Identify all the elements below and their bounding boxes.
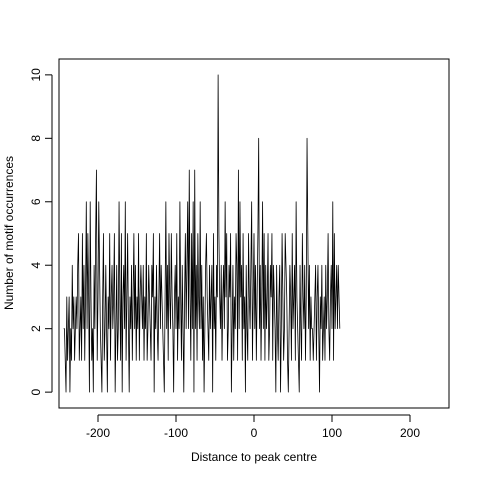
x-tick-label: 0 (251, 426, 258, 440)
y-tick-label: 4 (29, 262, 43, 269)
x-axis: -200 -100 0 100 200 (86, 414, 420, 440)
y-tick-label: 0 (29, 388, 43, 395)
x-tick-label: -200 (86, 426, 110, 440)
x-tick-label: -100 (164, 426, 188, 440)
y-tick-label: 8 (29, 135, 43, 142)
y-tick-label: 10 (29, 68, 43, 82)
y-axis-title: Number of motif occurrences (2, 156, 16, 310)
x-tick-label: 100 (322, 426, 342, 440)
y-tick-label: 2 (29, 325, 43, 332)
x-tick-label: 200 (400, 426, 420, 440)
series-group (63, 74, 341, 393)
x-axis-title: Distance to peak centre (191, 450, 317, 464)
series-line (63, 74, 341, 393)
y-axis: 0 2 4 6 8 10 (29, 68, 53, 395)
plot-border (58, 58, 450, 409)
y-tick-label: 6 (29, 198, 43, 205)
